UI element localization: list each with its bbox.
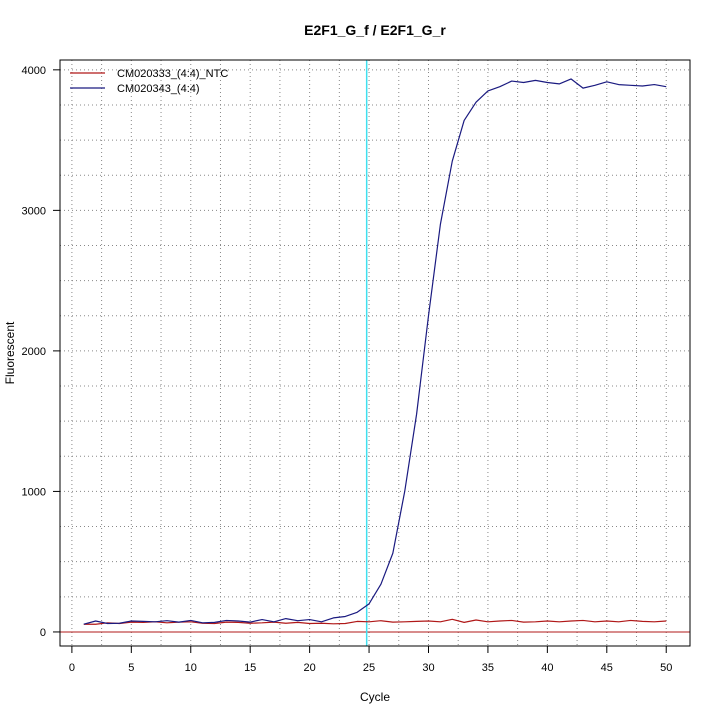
x-tick-label: 10 — [185, 662, 197, 674]
chart-title: E2F1_G_f / E2F1_G_r — [304, 22, 446, 38]
x-tick-label: 25 — [363, 662, 375, 674]
series-layer — [83, 78, 667, 625]
x-axis-label: Cycle — [360, 690, 390, 704]
y-tick-label: 1000 — [22, 486, 46, 498]
x-tick-label: 0 — [69, 662, 75, 674]
grid-layer — [60, 60, 690, 646]
x-tick-label: 50 — [660, 662, 672, 674]
x-tick-label: 35 — [482, 662, 494, 674]
y-tick-label: 3000 — [22, 205, 46, 217]
y-tick-label: 4000 — [22, 65, 46, 77]
threshold-layer — [60, 60, 690, 646]
x-tick-label: 45 — [601, 662, 613, 674]
x-tick-label: 5 — [128, 662, 134, 674]
x-axis: 0 5 10 15 20 25 30 35 40 45 50 — [69, 645, 672, 674]
legend-label-1: CM020333_(4:4)_NTC — [117, 68, 228, 80]
x-tick-label: 40 — [541, 662, 553, 674]
series-line-2 — [83, 78, 667, 625]
x-tick-label: 30 — [422, 662, 434, 674]
legend-label-2: CM020343_(4:4) — [117, 83, 200, 95]
x-tick-label: 15 — [244, 662, 256, 674]
x-tick-label: 20 — [303, 662, 315, 674]
y-tick-label: 0 — [40, 627, 46, 639]
y-tick-label: 2000 — [22, 346, 46, 358]
y-axis-label: Fluorescent — [3, 321, 17, 384]
legend: CM020333_(4:4)_NTC CM020343_(4:4) — [70, 68, 228, 95]
y-axis: 0 1000 2000 3000 4000 — [22, 65, 61, 639]
